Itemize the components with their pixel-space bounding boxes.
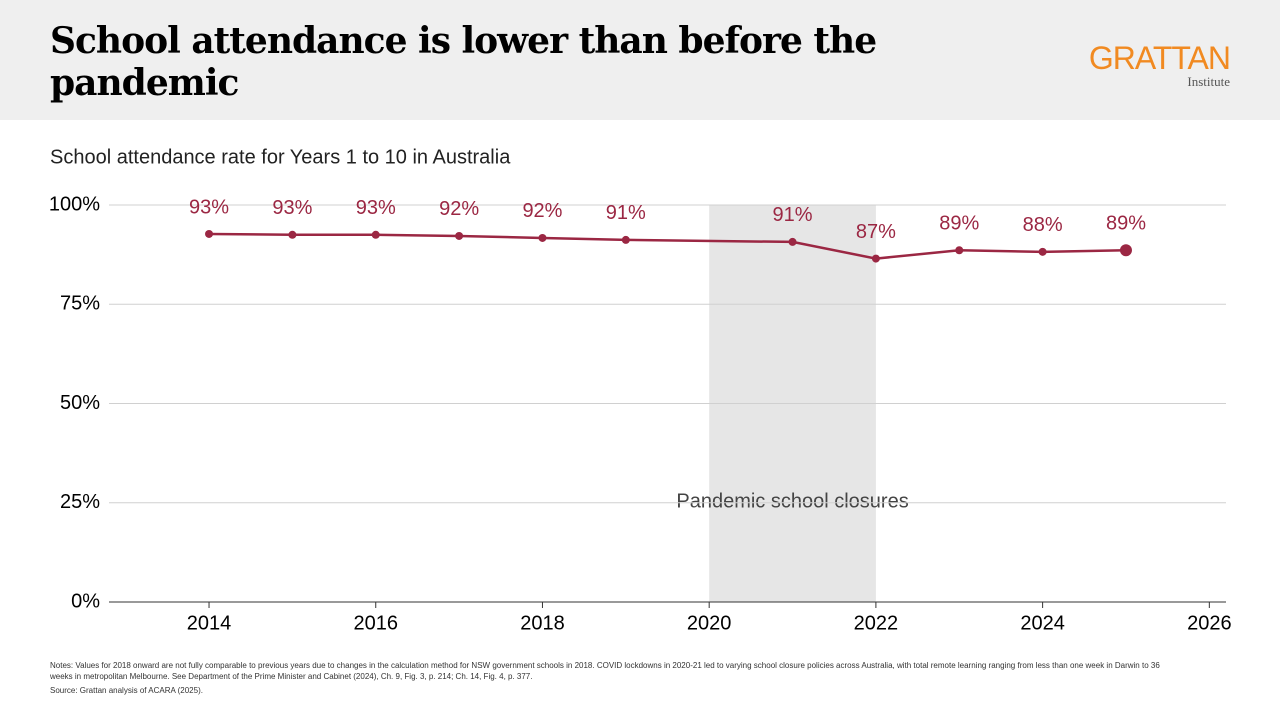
x-tick-label: 2014	[187, 612, 232, 634]
data-label: 91%	[773, 204, 813, 226]
data-point	[1119, 244, 1132, 257]
logo-sub: Institute	[1187, 74, 1230, 89]
x-tick-label: 2016	[353, 612, 398, 634]
data-point	[955, 246, 964, 255]
source: Source: Grattan analysis of ACARA (2025)…	[50, 686, 203, 695]
data-label: 92%	[522, 200, 562, 222]
data-point	[205, 229, 214, 238]
data-point	[538, 233, 547, 242]
shade-label: Pandemic school closures	[676, 490, 908, 512]
data-point	[788, 237, 797, 246]
data-label: 87%	[856, 221, 896, 243]
data-label: 91%	[606, 202, 646, 224]
chart-subtitle: School attendance rate for Years 1 to 10…	[50, 146, 511, 168]
data-label: 93%	[356, 197, 396, 219]
header: School attendance is lower than before t…	[0, 0, 1280, 120]
x-tick-label: 2018	[520, 612, 565, 634]
x-tick-label: 2026	[1187, 612, 1232, 634]
notes: Notes: Values for 2018 onward are not fu…	[50, 661, 1160, 681]
data-label: 88%	[1023, 214, 1063, 236]
data-point	[288, 230, 297, 239]
y-tick-label: 75%	[60, 293, 100, 315]
y-tick-label: 0%	[71, 590, 100, 612]
data-point	[871, 254, 880, 263]
data-label: 89%	[1106, 213, 1146, 235]
data-label: 89%	[939, 213, 979, 235]
data-label: 93%	[189, 196, 229, 218]
data-label: 92%	[439, 198, 479, 220]
y-tick-label: 100%	[49, 193, 100, 215]
data-point	[1038, 247, 1047, 256]
data-point	[621, 235, 630, 244]
series-line	[209, 232, 1126, 260]
title: School attendance is lower than before t…	[50, 20, 877, 104]
x-tick-label: 2024	[1020, 612, 1065, 634]
y-tick-label: 50%	[60, 392, 100, 414]
x-tick-label: 2020	[687, 612, 732, 634]
logo: GRATTAN Institute	[1088, 40, 1231, 90]
logo-text: GRATTAN	[1088, 40, 1231, 76]
chart: School attendance rate for Years 1 to 10…	[49, 146, 1232, 634]
data-point	[455, 231, 464, 240]
data-point	[371, 230, 380, 239]
y-tick-label: 25%	[60, 491, 100, 513]
x-tick-label: 2022	[854, 612, 899, 634]
data-label: 93%	[272, 197, 312, 219]
